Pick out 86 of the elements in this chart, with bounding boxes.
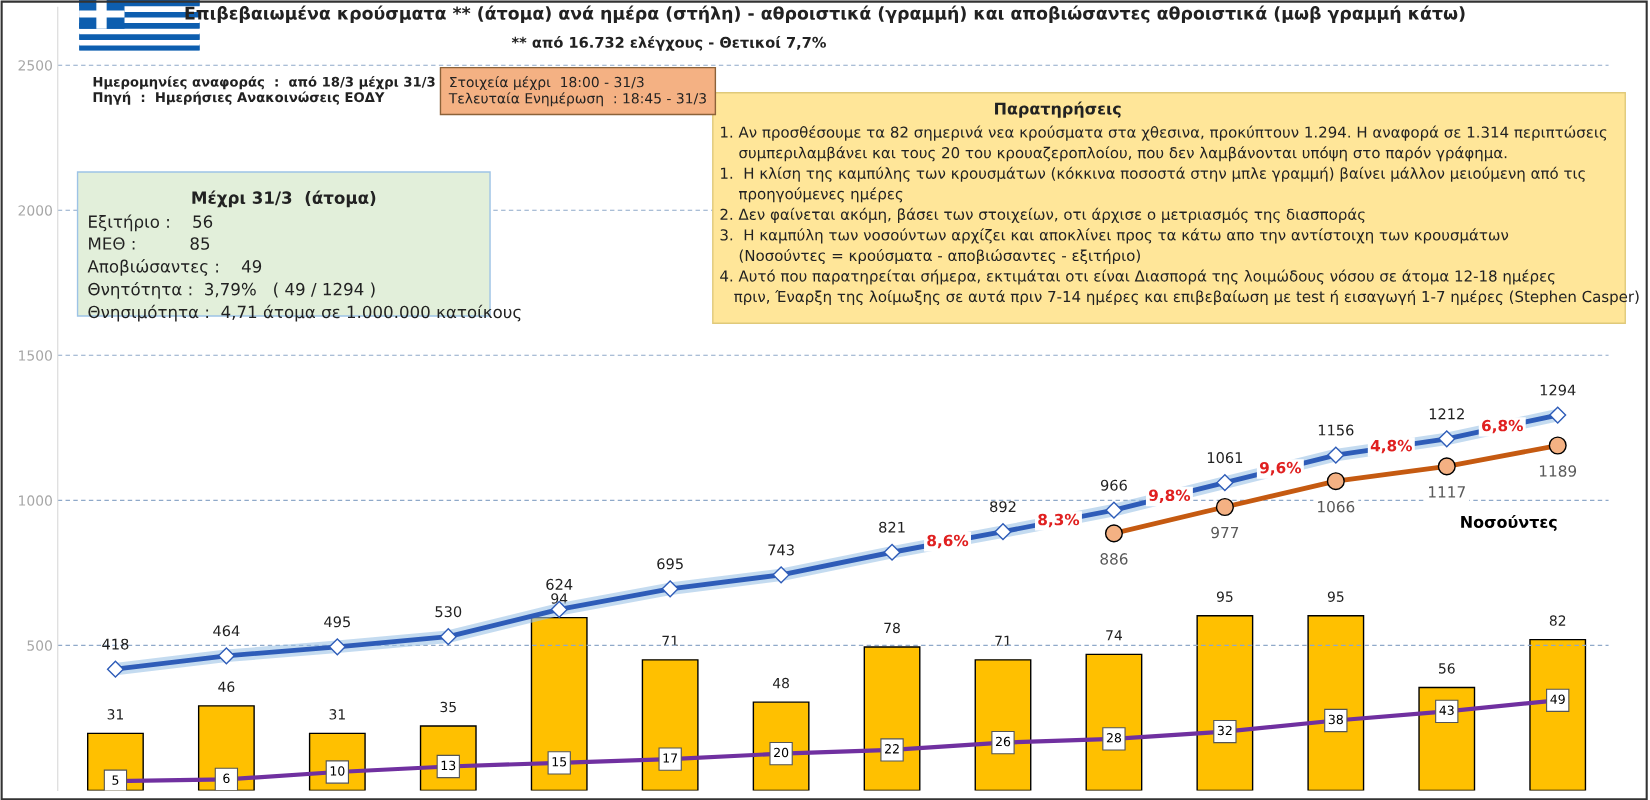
data-label: 5 [112,775,119,785]
point [1549,406,1567,424]
annotation: Στοιχεία μέχρι 18:00 - 31/3 Τελευταία Ενημέρωση : 18:45 - 31/3 [448,76,706,107]
annotation: 9,6% [1259,461,1302,476]
data-label: 28 [1106,733,1122,743]
point [217,647,235,665]
point [883,543,901,561]
data-label: 56 [1439,663,1455,674]
point [994,523,1012,541]
data-label: 495 [324,616,350,628]
data-label: 1156 [1318,424,1354,436]
data-label: 464 [213,625,240,637]
data-label: 1117 [1429,486,1465,498]
data-label: 31 [329,709,345,720]
data-label: 46 [218,681,235,693]
data-label: 48 [772,677,789,689]
y-tick-label: 1500 [19,350,52,361]
annotation: Ημερομηνίες αναφοράς : από 18/3 μέχρι 31/3 Πηγή : Ημερήσιες Ανακοινώσεις ΕΟΔΥ [93,76,435,105]
point [1105,501,1123,519]
data-label: 32 [1217,725,1232,736]
data-label: 1212 [1429,408,1464,420]
data-label: 695 [657,558,683,570]
point [661,580,679,598]
data-label: 35 [440,701,456,713]
annotation: 9,8% [1149,489,1191,503]
data-label: 20 [774,747,789,758]
data-label: 38 [1328,714,1343,725]
data-label: 624 [546,578,573,590]
point [1216,474,1234,492]
annotation: 6,8% [1482,419,1523,434]
annotation: 8,6% [927,534,969,549]
data-label: 74 [1106,630,1122,641]
data-label: 1294 [1540,384,1576,396]
bar [1529,638,1587,791]
data-label: 6 [223,773,230,783]
bar [863,646,921,791]
y-tick-label: 1000 [19,495,52,506]
data-label: 22 [885,744,899,754]
data-label: 78 [884,622,900,634]
point [439,628,457,646]
data-label: 26 [995,736,1011,747]
data-label: 10 [330,766,345,776]
point [106,660,124,678]
data-label: 95 [1327,591,1344,602]
data-label: 31 [107,709,123,720]
data-label: 886 [1100,553,1128,565]
annotation: 8,3% [1038,513,1080,528]
data-label: 418 [102,638,129,650]
text: 1. Αν προσθέσουμε τα 82 σημερινά νεα κρούσματα στα χθεσινα, προκύπτουν 1.294. Η αναφορά σε 1.314 περιπτώσεις συμπεριλαμβάνει και τους 20 του κρουαζεροπλοίου, που δεν λαμβάνονται υπόψη στο παρόν γράφημα. 1. Η κλίση της καμπύλης των κρουσμάτων (κόκκινα ποσοστά στην μπλε γραμμή) βαίνει μάλλον μειούμενη από τις προηγούμενες ημέρες 2. Δεν φαίνεται ακόμη, βάσει των στοιχείων, οτι άρχισε ο μετριασμός της διασποράς 3. Η καμπύλη των νοσούντων αρχίζει και αποκλίνει προς τα κάτω απο την αντίστοιχη των κρουσμάτων (Νοσούντες = κρούσματα - αποβιώσαντες - εξιτήριο) 4. Αυτό που παρατηρείται σήμερα, εκτιμάται οτι είναι Διασπορά της λοιμώδους νόσου σε άτομα 12-18 ημέρες πριν, Έναρξη της λοίμωξης σε αυτά πριν 7-14 ημέρες και επιβεβαίωση με test ή εισαγωγή 1-7 ημέρες (Stephen Casper) [720,125,1639,306]
data-label: 82 [1549,615,1566,626]
data-label: 1189 [1539,465,1577,477]
data-label: 15 [552,757,567,767]
point [1327,446,1345,464]
annotation: Μέχρι 31/3 (άτομα) [192,190,376,208]
bar [1085,653,1143,791]
data-label: 892 [990,501,1016,513]
point [772,566,790,584]
data-label: 17 [663,753,678,763]
bar [530,616,588,791]
point [328,638,346,656]
text: Νοσούντες [1461,514,1557,532]
y-tick-label: 2000 [18,205,52,216]
annotation: Εξιτήριο : 56 ΜΕΘ : 85 Αποβιώσαντες : 49 Θνητότητα : 3,79% ( 49 / 1294 ) Θνησιμότητα : 4,71 άτομα σε 1.000.000 κατοίκους [87,214,521,322]
chart-title: Επιβεβαιωμένα κρούσματα ** (άτομα) ανά ημέρα (στήλη) - αθροιστικά (γραμμή) και αποβιώσαντες αθροιστικά (μωβ γραμμή κάτω) [185,5,1465,24]
y-tick-label: 500 [27,640,52,651]
data-label: 821 [879,521,905,533]
data-label: 977 [1211,526,1239,539]
bar [641,659,699,791]
bar [1196,615,1254,791]
data-label: 49 [1550,694,1565,704]
data-label: 1066 [1318,500,1355,513]
bar [974,659,1032,791]
data-label: 530 [435,606,462,618]
text: ** από 16.732 ελέγχους - Θετικοί 7,7% [511,36,826,51]
point [1438,430,1456,448]
data-label: 743 [768,544,794,556]
data-label: 1061 [1207,452,1243,464]
data-label: 95 [1216,591,1233,602]
annotation: 4,8% [1370,439,1412,454]
bar [1307,615,1365,791]
data-label: 43 [1439,705,1454,715]
data-label: 94 [551,593,568,604]
data-label: 966 [1100,479,1127,491]
data-label: 13 [441,760,456,771]
annotation: Παρατηρήσεις [995,101,1121,118]
y-tick-label: 2500 [18,60,52,71]
